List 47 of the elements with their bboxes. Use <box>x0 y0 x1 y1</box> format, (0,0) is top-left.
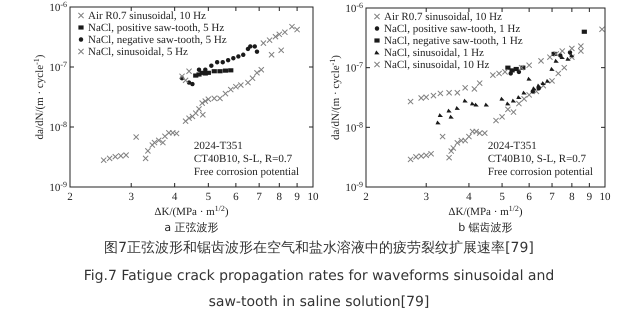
legend-label: NaCl, positive saw-tooth, 1 Hz <box>384 23 520 35</box>
x-tick-label: 4 <box>172 191 178 203</box>
y-tick-label: 10$^{-6}$ <box>345 1 363 15</box>
annotation: 2024-T351 <box>194 140 243 152</box>
y-tick-label: 10$^{-7}$ <box>345 60 363 75</box>
x-tick-label: 7 <box>256 191 262 203</box>
x-tick-label: 10 <box>308 191 319 203</box>
text: b 锯齿波形 <box>458 221 513 234</box>
annotation: Free corrosion potential <box>194 166 300 178</box>
annotation: CT40B10, S-L, R=0.7 <box>488 153 587 165</box>
text: Fig.7 Fatigue crack propagation rates for waveforms sinusoidal and saw-tooth in saline solution[79] <box>84 268 554 310</box>
x-tick-label: 5 <box>499 191 506 203</box>
y-tick-label: 10$^{-9}$ <box>49 180 67 194</box>
x-tick-label: 5 <box>206 191 212 203</box>
legend-label: NaCl, sinusoidal, 1 Hz <box>384 47 484 59</box>
legend-label: Air R0.7 sinusoidal, 10 Hz <box>384 11 502 23</box>
x-tick-label: 10 <box>600 191 611 203</box>
y-tick-label: 10$^{-8}$ <box>49 120 67 134</box>
legend-label: NaCl, sinusoidal, 10 Hz <box>384 59 490 71</box>
annotation: CT40B10, S-L, R=0.7 <box>194 153 293 165</box>
y-tick-label: 10$^{-7}$ <box>49 60 67 74</box>
x-tick-label: 6 <box>233 191 240 203</box>
legend-label: NaCl, positive saw-tooth, 5 Hz <box>88 22 224 34</box>
x-axis-title: ΔK/(MPa · m$^{1/2}$) <box>448 204 523 218</box>
x-tick-label: 7 <box>549 191 556 203</box>
text: a 正弦波形 <box>164 221 219 234</box>
x-tick-label: 2 <box>363 191 369 203</box>
x-tick-label: 8 <box>569 191 576 203</box>
y-tick-label: 10$^{-6}$ <box>49 0 67 14</box>
annotation: 2024-T351 <box>488 140 537 152</box>
x-tick-label: 3 <box>128 191 134 203</box>
legend-label: Air R0.7 sinusoidal, 10 Hz <box>88 10 206 22</box>
legend-label: NaCl, negative saw-tooth, 1 Hz <box>384 35 523 47</box>
x-tick-label: 2 <box>67 191 73 203</box>
x-axis-title: ΔK/(MPa · m$^{1/2}$) <box>154 204 229 218</box>
x-tick-label: 9 <box>294 191 300 203</box>
annotation: Free corrosion potential <box>488 166 593 178</box>
x-tick-label: 3 <box>423 191 430 203</box>
x-tick-label: 8 <box>276 191 283 203</box>
legend-label: NaCl, sinusoidal, 5 Hz <box>88 46 188 58</box>
y-tick-label: 10$^{-8}$ <box>345 120 363 134</box>
x-tick-label: 9 <box>586 191 593 203</box>
x-tick-label: 4 <box>466 191 472 203</box>
y-tick-label: 10$^{-9}$ <box>345 180 363 194</box>
x-tick-label: 6 <box>526 191 532 203</box>
text: 图7正弦波形和锯齿波形在空气和盐水溶液中的疲劳裂纹扩展速率[79] <box>104 240 534 256</box>
legend-label: NaCl, negative saw-tooth, 5 Hz <box>88 34 227 46</box>
